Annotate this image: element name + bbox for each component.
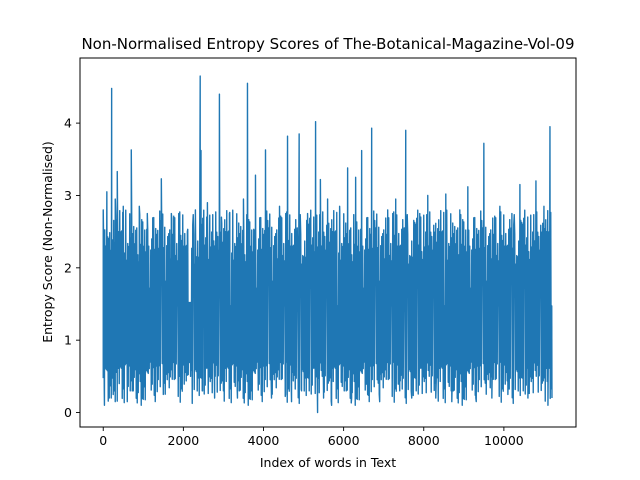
x-tick-label: 10000 xyxy=(484,433,524,448)
y-axis: 0 1 2 3 4 xyxy=(64,116,80,420)
x-tick-label: 0 xyxy=(99,433,107,448)
y-axis-label: Entropy Score (Non-Normalised) xyxy=(40,141,55,343)
series-line xyxy=(102,75,553,414)
y-tick-label: 1 xyxy=(64,333,72,348)
x-tick-label: 6000 xyxy=(328,433,360,448)
y-tick-label: 0 xyxy=(64,405,72,420)
x-axis: 0 2000 4000 6000 8000 10000 xyxy=(99,427,524,448)
x-tick-label: 2000 xyxy=(167,433,199,448)
x-tick-label: 8000 xyxy=(408,433,440,448)
y-tick-label: 2 xyxy=(64,260,72,275)
plot-area xyxy=(102,75,553,414)
x-tick-label: 4000 xyxy=(248,433,280,448)
plot-frame xyxy=(79,57,577,428)
y-tick-label: 3 xyxy=(64,188,72,203)
x-axis-label: Index of words in Text xyxy=(260,455,396,470)
y-tick-label: 4 xyxy=(64,116,72,131)
chart-title: Non-Normalised Entropy Scores of The-Bot… xyxy=(81,35,574,53)
